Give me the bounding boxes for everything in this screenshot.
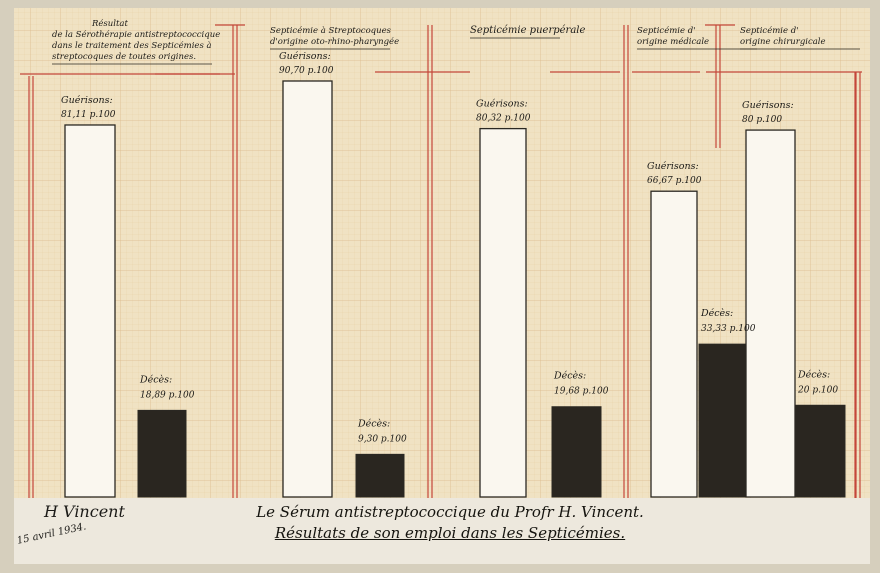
- group-title-line: Résultat: [91, 18, 128, 29]
- value-guerisons: 80,32 p.100: [476, 114, 531, 124]
- group-title-line: dans le traitement des Septicémies à: [52, 40, 212, 51]
- label-deces: Décès:: [139, 374, 172, 385]
- label-deces: Décès:: [797, 369, 830, 380]
- caption-title: Le Sérum antistreptococcique du Profr H.…: [256, 503, 644, 521]
- label-deces: Décès:: [700, 308, 733, 319]
- group-title-line: Septicémie à Streptocoques: [270, 25, 392, 36]
- group-title-line: origine médicale: [637, 36, 709, 47]
- signature-name: H Vincent: [44, 502, 125, 521]
- label-guerisons: Guérisons:: [647, 161, 699, 172]
- group-title-line: de la Sérothérapie antistreptococcique: [52, 29, 220, 40]
- signature: H Vincent 15 avril 1934.: [16, 502, 126, 562]
- value-guerisons: 81,11 p.100: [61, 110, 116, 120]
- bar-deces: [137, 409, 187, 498]
- value-guerisons: 90,70 p.100: [279, 66, 334, 76]
- labels-layer: Guérisons: 81,11 p.100 Décès: 18,89 p.100 Ré…: [52, 18, 860, 444]
- bar-deces: [551, 406, 602, 498]
- bar-guerisons: [650, 190, 698, 498]
- caption-strip: [14, 498, 870, 564]
- bar-deces: [355, 453, 405, 498]
- label-guerisons: Guérisons:: [61, 95, 113, 106]
- group-title-line: Septicémie d': [637, 25, 696, 36]
- group-title-line: origine chirurgicale: [740, 37, 826, 47]
- bar-guerisons: [282, 80, 333, 498]
- bars-layer: [64, 80, 846, 498]
- group-title-line: Septicémie d': [740, 25, 799, 36]
- value-guerisons: 80 p.100: [742, 115, 782, 125]
- bar-guerisons: [479, 127, 527, 498]
- value-deces: 33,33 p.100: [701, 324, 756, 334]
- bar-guerisons: [745, 129, 796, 498]
- label-deces: Décès:: [553, 371, 586, 382]
- value-deces: 19,68 p.100: [554, 387, 609, 397]
- value-deces: 9,30 p.100: [358, 434, 407, 444]
- group-title-line: Septicémie puerpérale: [470, 25, 585, 36]
- value-guerisons: 66,67 p.100: [647, 176, 702, 186]
- label-guerisons: Guérisons:: [742, 100, 794, 111]
- group-title-line: d'origine oto-rhino-pharyngée: [270, 36, 399, 47]
- label-guerisons: Guérisons:: [476, 99, 528, 110]
- bar-deces: [795, 404, 846, 498]
- label-guerisons: Guérisons:: [279, 51, 331, 62]
- group-title-line: streptocoques de toutes origines.: [52, 52, 196, 62]
- value-deces: 20 p.100: [797, 385, 838, 395]
- bar-deces: [698, 343, 747, 498]
- bar-guerisons: [64, 124, 116, 498]
- value-deces: 18,89 p.100: [140, 390, 195, 400]
- caption-subtitle: Résultats de son emploi dans les Septicé…: [274, 524, 626, 542]
- red-rules: [20, 24, 862, 498]
- signature-date: 15 avril 1934.: [16, 521, 88, 547]
- label-deces: Décès:: [357, 418, 390, 429]
